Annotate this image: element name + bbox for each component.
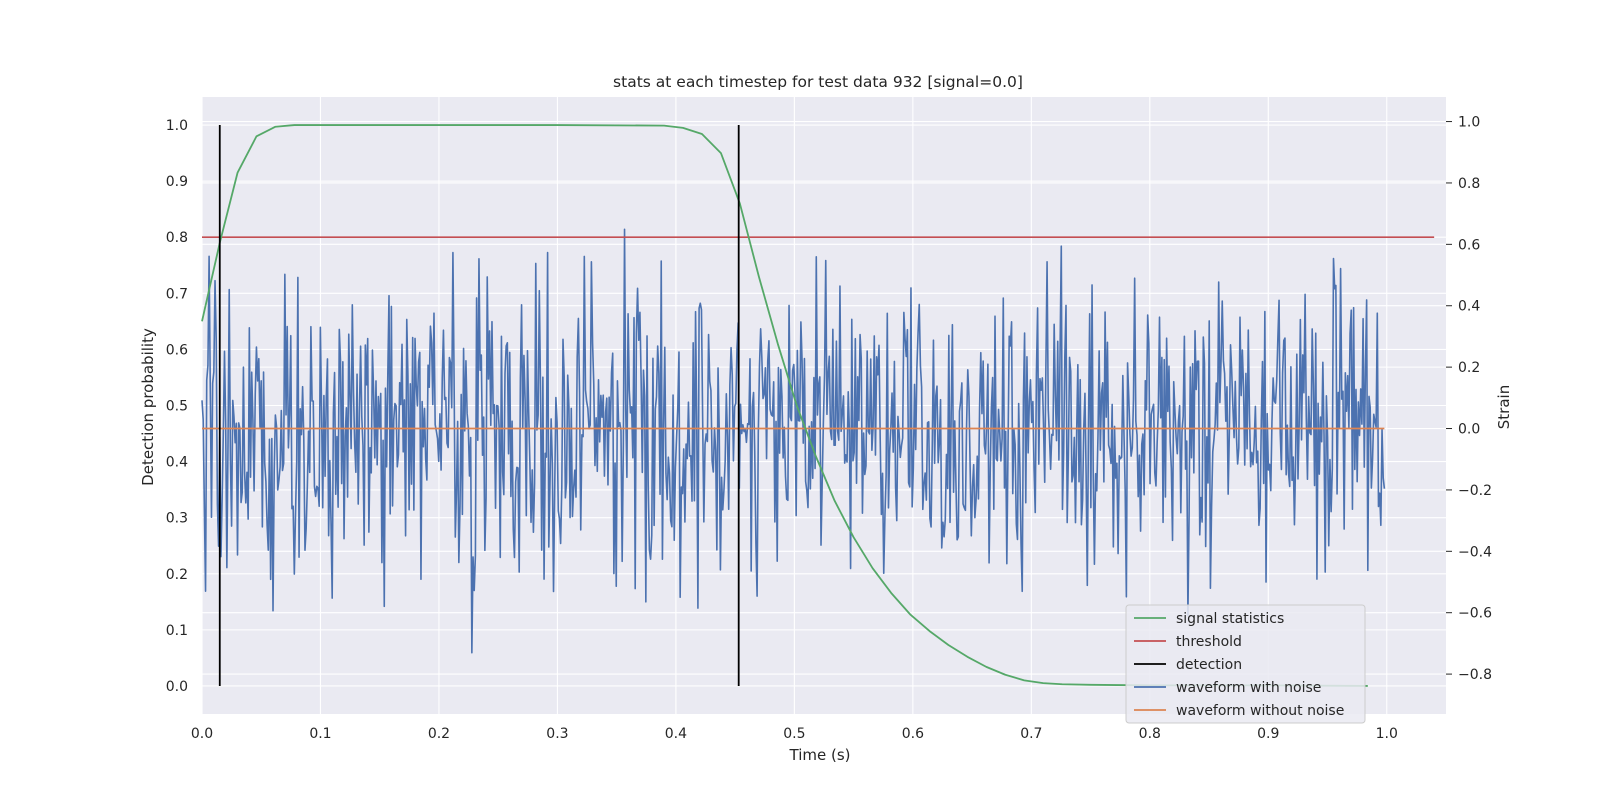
y2-tick-label: −0.8 [1458,667,1492,683]
x-tick-label: 0.0 [191,726,213,742]
x-tick-label: 0.1 [309,726,331,742]
y-tick-label: 0.2 [166,567,188,583]
x-tick-label: 0.3 [546,726,568,742]
y-tick-label: 0.0 [166,679,188,695]
x-tick-label: 0.7 [1020,726,1042,742]
y2-tick-label: 0.6 [1458,237,1480,253]
plot-area [201,97,1446,714]
series-signal-statistics [201,124,1368,687]
y-tick-label: 0.9 [166,174,188,190]
y2-tick-label: 0.4 [1458,299,1480,315]
legend-label: detection [1176,657,1242,673]
y-tick-label: 0.3 [166,511,188,527]
y-tick-label: 0.8 [166,230,188,246]
tick-labels: 0.0 0.1 0.2 0.3 0.4 0.5 0.6 0.7 0.8 0.9 1.0 0.0 0.1 0… [166,115,1492,742]
y-tick-label: 0.4 [166,455,188,471]
x-axis-title: Time (s) [789,746,851,764]
x-tick-label: 0.6 [902,726,924,742]
x-tick-label: 0.9 [1257,726,1279,742]
y2-tick-label: 0.0 [1458,422,1480,438]
legend-label: waveform with noise [1176,680,1321,696]
x-tick-label: 0.2 [428,726,450,742]
legend-box [1125,604,1366,724]
y-tick-label: 0.7 [166,286,188,302]
chart-title: stats at each timestep for test data 932… [613,73,1023,91]
legend: signal statistics threshold detection wavef… [1125,604,1366,724]
y-axis-title: Detection probability [139,328,157,486]
legend-label: waveform without noise [1176,703,1344,719]
y2-tick-label: 0.2 [1458,360,1480,376]
y-tick-label: 0.5 [166,399,188,415]
legend-label: signal statistics [1176,611,1284,627]
x-tick-label: 0.8 [1139,726,1161,742]
y-tick-label: 0.6 [166,342,188,358]
y-tick-label: 0.1 [166,623,188,639]
series-waveform-with-noise [201,228,1386,654]
y2-tick-label: −0.6 [1458,606,1492,622]
y-tick-label: 1.0 [166,118,188,134]
y2-tick-label: −0.4 [1458,544,1492,560]
legend-label: threshold [1176,634,1242,650]
y2-tick-label: 0.8 [1458,176,1480,192]
x-tick-label: 0.5 [783,726,805,742]
y2-tick-label: 1.0 [1458,115,1480,131]
x-tick-label: 0.4 [665,726,687,742]
y2-tick-label: −0.2 [1458,483,1492,499]
x-tick-label: 1.0 [1376,726,1398,742]
y2-axis-title: Strain [1495,385,1513,429]
